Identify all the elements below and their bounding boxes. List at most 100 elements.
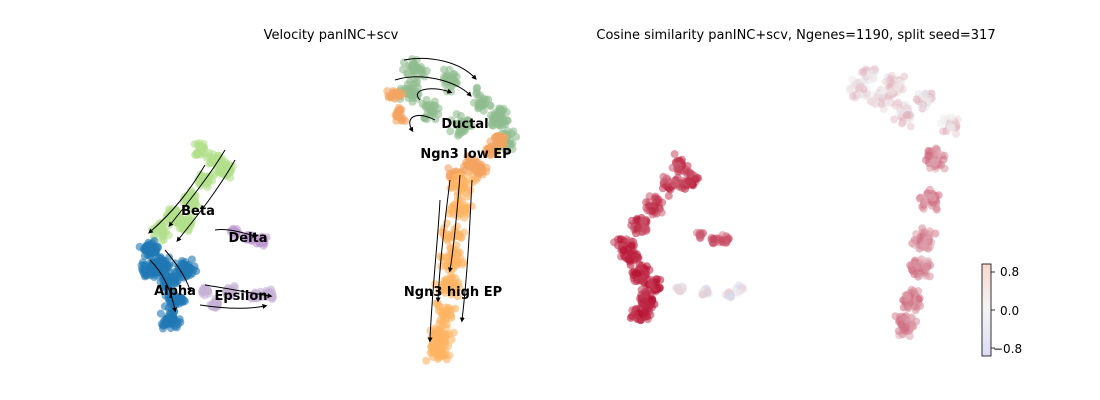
cell-point [453, 120, 461, 129]
cosine-points [610, 64, 962, 341]
cell-point [472, 90, 481, 98]
colorbar-tick-label: 0.0 [1000, 304, 1019, 318]
cluster-label-delta: Delta [228, 231, 267, 246]
cell-point [219, 166, 228, 175]
streamline [149, 259, 177, 313]
cell-point [456, 233, 465, 242]
similarity-point [709, 234, 718, 243]
cell-point [177, 259, 186, 268]
similarity-point [633, 269, 641, 278]
cell-point [409, 90, 418, 99]
similarity-point [665, 178, 674, 187]
similarity-point [627, 241, 636, 250]
cell-point [459, 184, 468, 192]
similarity-point [635, 276, 643, 285]
similarity-point [877, 99, 886, 108]
cell-point [190, 262, 199, 271]
cell-point [442, 71, 451, 80]
cell-point [452, 241, 461, 250]
cell-point [441, 316, 450, 325]
colorbar: 0.8 0.0 −0.8 [981, 263, 1022, 357]
cell-point [209, 171, 218, 180]
cell-point [476, 99, 485, 108]
similarity-point [697, 230, 706, 239]
streamline [408, 115, 436, 133]
similarity-point [948, 113, 956, 121]
cell-point [165, 313, 174, 322]
similarity-point [655, 284, 664, 293]
cell-point [457, 196, 466, 205]
streamline [394, 76, 472, 97]
cell-point [432, 299, 441, 308]
streamline [176, 159, 236, 242]
similarity-point [859, 67, 868, 76]
streamline [435, 179, 451, 303]
streamline [459, 179, 473, 323]
cell-point [213, 302, 222, 311]
similarity-point [622, 235, 631, 244]
cell-point [453, 248, 462, 257]
cell-point [462, 158, 471, 167]
cell-point [159, 229, 167, 238]
similarity-point [928, 193, 937, 202]
similarity-point [699, 290, 708, 299]
similarity-point [866, 68, 875, 77]
cell-point [441, 303, 450, 312]
velocity-streamlines [148, 57, 477, 343]
similarity-point [904, 304, 913, 313]
cell-point [200, 149, 209, 158]
colorbar-gradient [981, 263, 992, 357]
cluster-label-alpha: Alpha [154, 284, 196, 299]
similarity-point [633, 214, 642, 223]
cell-point [143, 246, 152, 255]
streamline [199, 304, 268, 309]
similarity-point [628, 306, 637, 315]
cell-point [459, 258, 468, 267]
velocity-panel: Velocity panINC+scv Ductal Ngn3 low EP N… [135, 28, 521, 365]
cell-point [453, 187, 462, 196]
cell-point [150, 243, 159, 252]
cell-point [170, 278, 179, 287]
cell-point [258, 232, 266, 241]
cell-point [160, 278, 169, 287]
cell-point [441, 288, 449, 297]
cell-point [191, 150, 200, 159]
streamline [204, 284, 273, 299]
cluster-label-beta: Beta [181, 204, 215, 219]
cell-point [453, 222, 461, 231]
cell-point [399, 115, 408, 124]
cell-point [144, 238, 153, 247]
similarity-point [908, 260, 917, 269]
similarity-point [734, 281, 743, 290]
similarity-point [912, 95, 921, 104]
similarity-point [900, 72, 909, 81]
cell-point [464, 122, 473, 131]
cosine-panel: Cosine similarity panINC+scv, Ngenes=119… [596, 28, 1022, 357]
similarity-point [868, 97, 877, 106]
cell-point [224, 283, 233, 292]
cell-point [437, 310, 446, 319]
cell-point [171, 322, 180, 331]
similarity-point [910, 270, 919, 278]
similarity-point [727, 292, 736, 301]
similarity-point [906, 122, 915, 131]
similarity-point [639, 217, 648, 226]
similarity-point [616, 235, 625, 244]
cell-point [198, 143, 207, 152]
similarity-point [936, 119, 945, 128]
similarity-point [947, 123, 956, 132]
similarity-point [926, 163, 935, 172]
cell-point [427, 108, 436, 117]
similarity-point [676, 287, 684, 296]
cell-point [453, 292, 462, 301]
cell-point [493, 114, 502, 123]
velocity-title: Velocity panINC+scv [264, 28, 399, 43]
cell-point [140, 260, 149, 269]
cell-point [167, 272, 175, 281]
similarity-point [904, 104, 913, 113]
similarity-point [920, 89, 929, 98]
similarity-point [930, 158, 939, 167]
cell-point [156, 309, 165, 318]
similarity-point [610, 238, 619, 247]
similarity-point [939, 155, 948, 164]
